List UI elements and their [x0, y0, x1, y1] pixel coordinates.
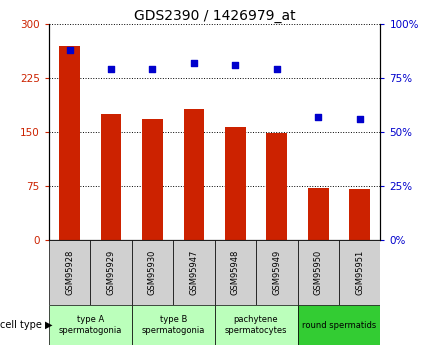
Text: GSM95948: GSM95948 — [231, 250, 240, 295]
Point — [66, 47, 73, 53]
Bar — [339, 240, 380, 305]
Point — [315, 114, 322, 120]
Point — [232, 62, 239, 68]
Bar — [349, 189, 370, 240]
Bar — [49, 305, 132, 345]
Text: GSM95950: GSM95950 — [314, 250, 323, 295]
Bar — [225, 127, 246, 240]
Text: GSM95947: GSM95947 — [190, 250, 198, 295]
Text: pachytene
spermatocytes: pachytene spermatocytes — [225, 315, 287, 335]
Bar — [49, 240, 90, 305]
Bar — [90, 240, 132, 305]
Bar — [132, 240, 173, 305]
Text: round spermatids: round spermatids — [302, 321, 376, 330]
Bar — [132, 305, 215, 345]
Text: type B
spermatogonia: type B spermatogonia — [142, 315, 205, 335]
Bar — [101, 114, 122, 240]
Bar — [308, 188, 329, 240]
Text: GSM95949: GSM95949 — [272, 250, 281, 295]
Bar — [173, 240, 215, 305]
Bar — [215, 305, 298, 345]
Point — [190, 60, 197, 66]
Bar — [298, 305, 380, 345]
Bar — [298, 240, 339, 305]
Bar — [142, 119, 163, 240]
Bar — [59, 46, 80, 240]
Point — [356, 116, 363, 122]
Point — [149, 67, 156, 72]
Text: GSM95928: GSM95928 — [65, 250, 74, 295]
Point — [273, 67, 280, 72]
Bar — [215, 240, 256, 305]
Bar — [266, 134, 287, 240]
Text: GSM95929: GSM95929 — [107, 250, 116, 295]
Text: GSM95951: GSM95951 — [355, 250, 364, 295]
Text: cell type ▶: cell type ▶ — [0, 320, 53, 330]
Title: GDS2390 / 1426979_at: GDS2390 / 1426979_at — [134, 9, 295, 23]
Text: GSM95930: GSM95930 — [148, 250, 157, 295]
Bar — [256, 240, 298, 305]
Bar — [184, 109, 204, 240]
Text: type A
spermatogonia: type A spermatogonia — [59, 315, 122, 335]
Point — [108, 67, 114, 72]
